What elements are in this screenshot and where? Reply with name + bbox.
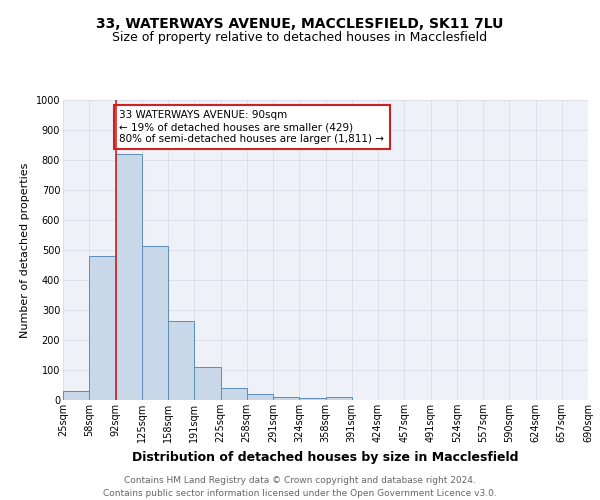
Bar bbox=[299, 398, 325, 400]
Bar bbox=[63, 391, 89, 400]
Bar bbox=[273, 397, 299, 400]
Bar bbox=[168, 320, 194, 400]
Text: 33, WATERWAYS AVENUE, MACCLESFIELD, SK11 7LU: 33, WATERWAYS AVENUE, MACCLESFIELD, SK11… bbox=[97, 18, 503, 32]
Bar bbox=[194, 367, 221, 400]
Text: 33 WATERWAYS AVENUE: 90sqm
← 19% of detached houses are smaller (429)
80% of sem: 33 WATERWAYS AVENUE: 90sqm ← 19% of deta… bbox=[119, 110, 385, 144]
Bar bbox=[221, 388, 247, 400]
Text: Contains HM Land Registry data © Crown copyright and database right 2024.
Contai: Contains HM Land Registry data © Crown c… bbox=[103, 476, 497, 498]
X-axis label: Distribution of detached houses by size in Macclesfield: Distribution of detached houses by size … bbox=[132, 450, 519, 464]
Bar bbox=[325, 397, 352, 400]
Y-axis label: Number of detached properties: Number of detached properties bbox=[20, 162, 30, 338]
Text: Size of property relative to detached houses in Macclesfield: Size of property relative to detached ho… bbox=[112, 31, 488, 44]
Bar bbox=[115, 154, 142, 400]
Bar bbox=[142, 246, 168, 400]
Bar bbox=[89, 256, 115, 400]
Bar bbox=[247, 394, 273, 400]
